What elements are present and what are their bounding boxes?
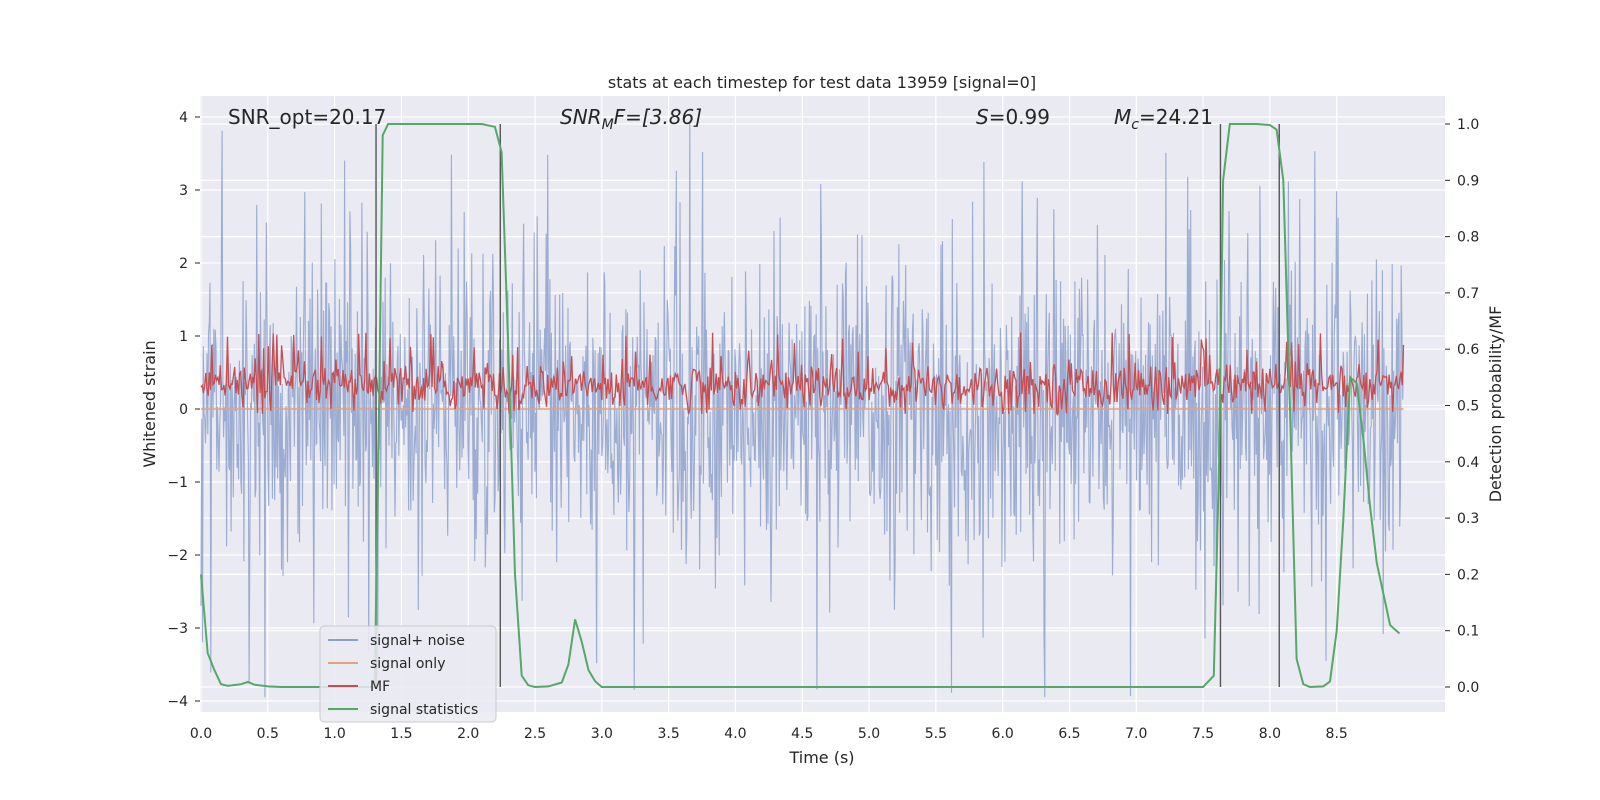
y2-axis-label: Detection probability/MF: [1486, 306, 1505, 503]
y-tick-label: −4: [167, 694, 188, 710]
x-tick-label: 7.5: [1192, 726, 1214, 742]
x-tick-label: 3.5: [658, 726, 680, 742]
x-tick-label: 1.5: [390, 726, 412, 742]
y2-tick-label: 0.8: [1457, 230, 1479, 246]
annotation-mc-sub: c: [1131, 117, 1139, 133]
y2-tick-label: 0.7: [1457, 286, 1479, 302]
y2-tick-label: 0.1: [1457, 624, 1479, 640]
annotation-s-rest: =0.99: [989, 105, 1050, 129]
y2-tick-label: 0.5: [1457, 399, 1479, 415]
annotation-snr-opt: SNR_opt=20.17: [228, 105, 386, 129]
y-axis-label: Whitened strain: [140, 340, 159, 467]
y-tick-label: 2: [179, 256, 188, 272]
x-tick-label: 0.5: [257, 726, 279, 742]
annotation-snr-mf-sym: SNR: [560, 105, 602, 129]
y-axis-ticks: −4 −3 −2 −1 0 1 2 3 4: [167, 110, 200, 710]
mf-line: [200, 332, 1405, 415]
x-tick-label: 2.0: [457, 726, 479, 742]
legend-label-noise: signal+ noise: [370, 633, 465, 649]
x-tick-label: 7.0: [1125, 726, 1147, 742]
mf-series: [200, 332, 1405, 415]
legend: signal+ noise signal only MF signal stat…: [319, 625, 497, 723]
annotation-s-sym: S: [976, 105, 989, 129]
x-tick-label: 6.0: [992, 726, 1014, 742]
x-tick-label: 3.0: [591, 726, 613, 742]
x-axis-label: Time (s): [788, 748, 854, 767]
x-tick-label: 0.0: [190, 726, 212, 742]
x-tick-label: 5.5: [925, 726, 947, 742]
y-tick-label: −1: [167, 475, 188, 491]
x-tick-label: 4.5: [791, 726, 813, 742]
annotation-mc-rest: =24.21: [1139, 105, 1213, 129]
annotation-mc-sym: M: [1114, 105, 1131, 129]
legend-label-stat: signal statistics: [370, 702, 478, 718]
annotation-s: S=0.99: [976, 105, 1050, 129]
x-tick-label: 8.5: [1326, 726, 1348, 742]
annotation-mc: Mc=24.21: [1114, 105, 1213, 133]
y-tick-label: −2: [167, 548, 188, 564]
legend-label-signal: signal only: [370, 656, 445, 672]
y2-tick-label: 0.3: [1457, 511, 1479, 527]
y-tick-label: 3: [179, 183, 188, 199]
y-tick-label: 4: [179, 110, 188, 126]
y-tick-label: −3: [167, 621, 188, 637]
y2-tick-label: 0.6: [1457, 342, 1479, 358]
y2-tick-label: 0.4: [1457, 455, 1479, 471]
legend-label-mf: MF: [370, 679, 390, 695]
annotation-snr-mf-sub: M: [602, 117, 614, 133]
x-tick-label: 5.0: [858, 726, 880, 742]
x-axis-ticks: 0.0 0.5 1.0 1.5 2.0 2.5 3.0 3.5 4.0 4.5 5.0 5.5 6.0 6…: [190, 726, 1348, 742]
y2-axis-ticks: 0.0 0.1 0.2 0.3 0.4 0.5 0.6 0.7 0.8 0.9 1.0: [1445, 117, 1479, 696]
x-tick-label: 1.0: [323, 726, 345, 742]
x-tick-label: 6.5: [1058, 726, 1080, 742]
annotation-snr-mf: SNRMF=[3.86]: [560, 105, 702, 133]
y2-tick-label: 0.2: [1457, 567, 1479, 583]
annotation-snr-mf-rest: F=[3.86]: [614, 105, 702, 129]
chart-title: stats at each timestep for test data 139…: [608, 73, 1036, 92]
legend-box: [319, 625, 497, 723]
y2-tick-label: 1.0: [1457, 117, 1479, 133]
x-tick-label: 4.0: [724, 726, 746, 742]
x-tick-label: 8.0: [1259, 726, 1281, 742]
y2-tick-label: 0.9: [1457, 173, 1479, 189]
y2-tick-label: 0.0: [1457, 680, 1479, 696]
x-tick-label: 2.5: [524, 726, 546, 742]
y-tick-label: 0: [179, 402, 188, 418]
y-tick-label: 1: [179, 329, 188, 345]
